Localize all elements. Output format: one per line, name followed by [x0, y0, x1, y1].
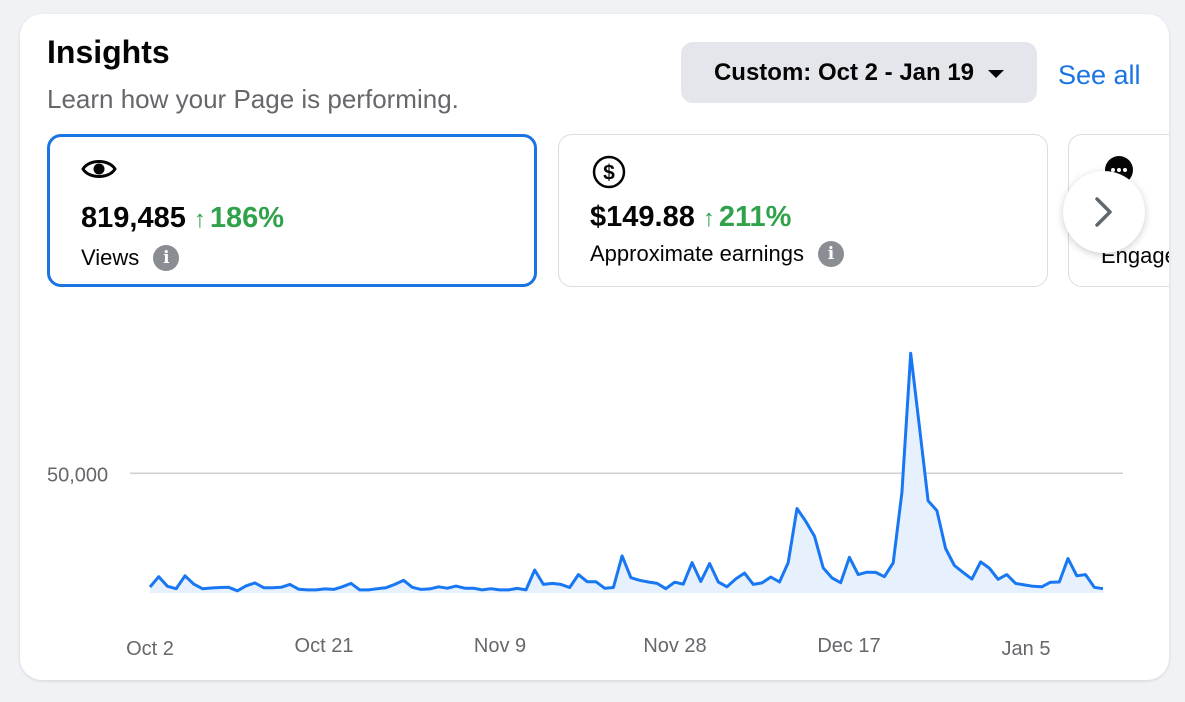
- info-icon[interactable]: i: [818, 241, 845, 267]
- arrow-up-icon: ↑: [193, 206, 206, 233]
- see-all-link[interactable]: See all: [1058, 60, 1141, 90]
- metric-label: Views i: [81, 245, 180, 271]
- metric-card-earnings[interactable]: $ $149.88 ↑ 211% Approximate earnings i: [558, 134, 1048, 287]
- page-title: Insights: [47, 34, 170, 70]
- x-tick-label: Jan 5: [1002, 638, 1051, 660]
- metric-label: Approximate earnings i: [590, 241, 845, 267]
- date-range-label: Custom: Oct 2 - Jan 19: [713, 58, 975, 86]
- metric-card-views[interactable]: 819,485 ↑ 186% Views i: [47, 134, 537, 287]
- x-tick-label: Nov 9: [474, 635, 526, 657]
- chevron-right-icon: [1095, 197, 1112, 227]
- metric-value: 819,485 ↑ 186%: [81, 202, 284, 234]
- delta-positive: ↑ 211%: [702, 201, 792, 233]
- eye-icon: [81, 155, 117, 188]
- metric-value: $149.88 ↑ 211%: [590, 201, 792, 233]
- x-tick-label: Oct 21: [295, 635, 354, 657]
- caret-down-icon: [988, 69, 1005, 78]
- delta-positive: ↑ 186%: [193, 202, 284, 234]
- y-tick-label: 50,000: [47, 464, 108, 486]
- x-tick-label: Oct 2: [126, 638, 174, 660]
- next-metrics-button[interactable]: [1063, 171, 1145, 253]
- dollar-icon: $: [592, 155, 626, 194]
- x-tick-label: Dec 17: [817, 635, 880, 657]
- date-range-dropdown[interactable]: Custom: Oct 2 - Jan 19: [681, 42, 1037, 103]
- views-area: [150, 353, 1103, 593]
- views-chart: 50,000 Oct 2 Oct 21 Nov 9 Nov 28 Dec 17 Jan 5: [47, 351, 1123, 660]
- page-subtitle: Learn how your Page is performing.: [47, 84, 459, 114]
- insights-card: Insights Learn how your Page is performi…: [20, 14, 1169, 680]
- svg-text:$: $: [603, 162, 615, 185]
- info-icon[interactable]: i: [153, 245, 180, 271]
- arrow-up-icon: ↑: [702, 205, 715, 232]
- x-tick-label: Nov 28: [643, 635, 706, 657]
- views-line: [148, 351, 1104, 593]
